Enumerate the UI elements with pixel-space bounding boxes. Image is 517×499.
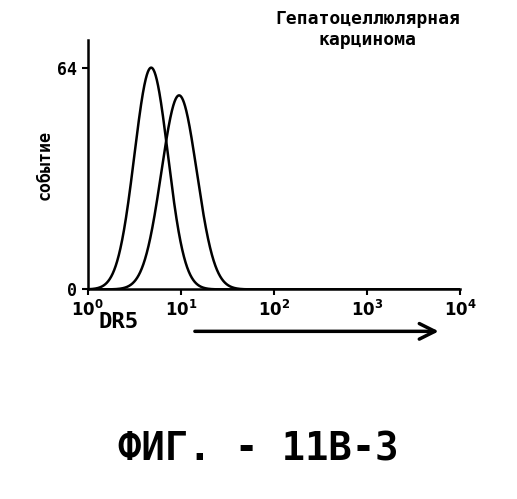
Text: ФИГ. - 11В-3: ФИГ. - 11В-3 — [118, 430, 399, 468]
Text: DR5: DR5 — [98, 312, 139, 332]
Y-axis label: событие: событие — [35, 130, 53, 200]
Text: Гепатоцеллюлярная
карцинома: Гепатоцеллюлярная карцинома — [275, 10, 460, 49]
